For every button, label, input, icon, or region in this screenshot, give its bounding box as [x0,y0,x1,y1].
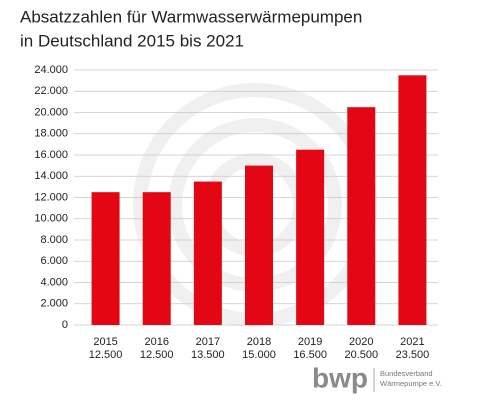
x-tick-label: 2021 [400,336,424,348]
value-label: 16.500 [293,349,327,361]
bar [347,107,376,325]
y-tick-label: 2.000 [40,298,68,310]
y-tick-label: 24.000 [34,64,68,76]
org-name: Bundesverband [380,369,433,378]
x-tick-label: 2015 [93,336,117,348]
x-tick-label: 2018 [247,336,271,348]
y-tick-label: 16.000 [34,149,68,161]
bar [91,192,120,325]
bar [398,75,427,325]
value-label: 23.500 [396,349,430,361]
bar [142,192,171,325]
y-tick-label: 12.000 [34,191,68,203]
y-tick-label: 18.000 [34,128,68,140]
value-label: 15.000 [242,349,276,361]
y-tick-label: 22.000 [34,85,68,97]
bar [193,181,222,325]
y-tick-label: 20.000 [34,106,68,118]
y-tick-label: 10.000 [34,213,68,225]
x-tick-label: 2020 [349,336,373,348]
chart-title: Absatzzahlen für Warmwasserwärmepumpen [20,7,362,26]
org-name: Wärmepumpe e.V. [380,379,442,388]
value-label: 13.500 [191,349,225,361]
value-label: 12.500 [89,349,123,361]
y-tick-label: 0 [62,319,68,331]
logo: bwp [312,362,368,393]
x-tick-label: 2016 [144,336,168,348]
chart-title: in Deutschland 2015 bis 2021 [20,31,244,50]
bar [245,165,273,325]
x-tick-label: 2019 [298,336,322,348]
y-tick-label: 4.000 [40,276,68,288]
value-label: 20.500 [344,349,378,361]
y-tick-label: 6.000 [40,255,68,267]
value-label: 12.500 [140,349,174,361]
y-tick-label: 14.000 [34,170,68,182]
x-tick-label: 2017 [196,336,220,348]
y-tick-label: 8.000 [40,234,68,246]
bar [296,149,325,325]
